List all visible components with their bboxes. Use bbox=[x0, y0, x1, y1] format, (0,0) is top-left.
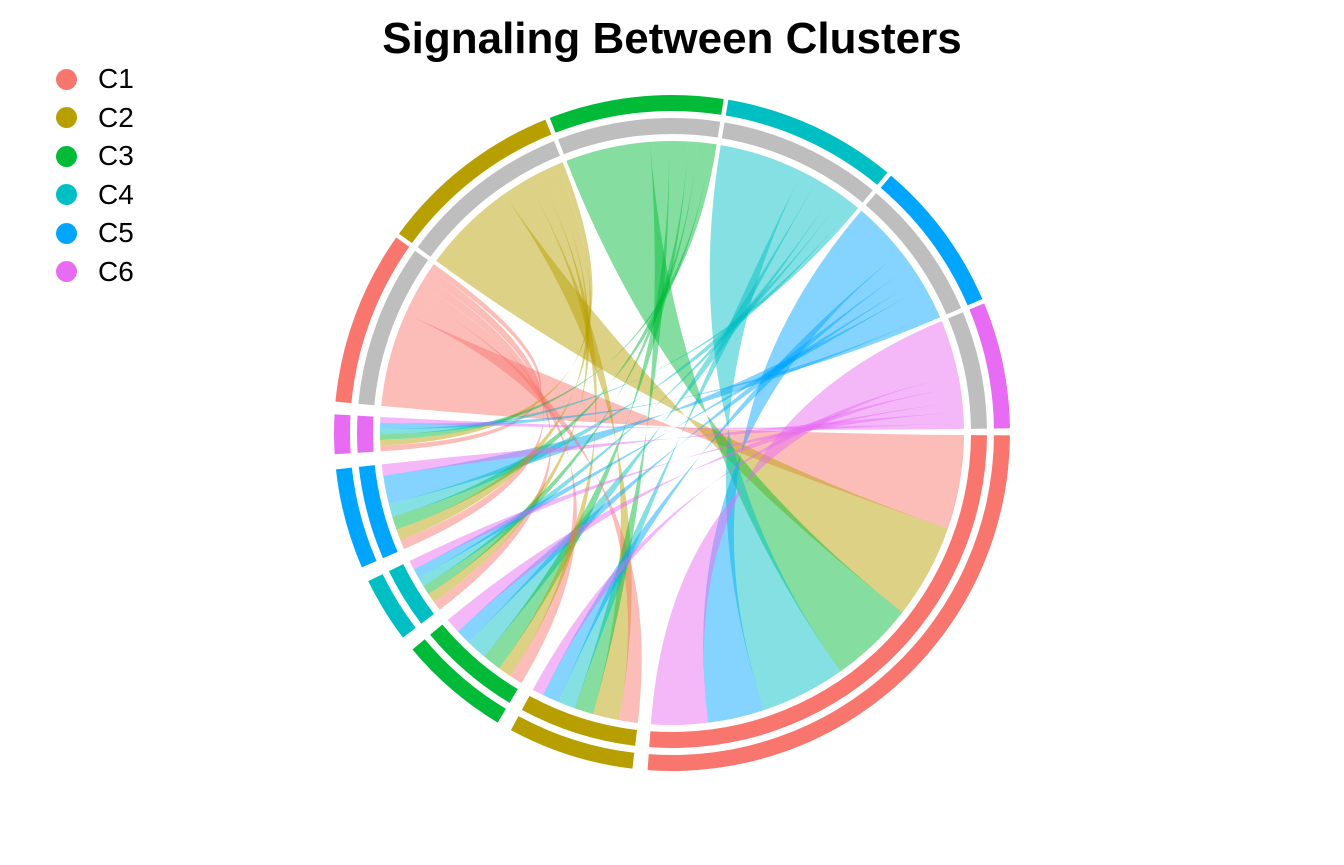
chord-c2-to-c5 bbox=[396, 164, 592, 541]
legend: C1 C2 C3 C4 C5 C6 bbox=[54, 60, 134, 291]
legend-label: C4 bbox=[98, 178, 134, 210]
legend-label: C3 bbox=[98, 140, 134, 172]
chord-c3-to-c1 bbox=[566, 141, 903, 672]
legend-label: C2 bbox=[98, 101, 134, 133]
chord-c5-to-c5 bbox=[383, 286, 938, 504]
receiver-inner-arc-c2 bbox=[521, 695, 638, 746]
legend-swatch bbox=[56, 145, 77, 167]
chord-c1-to-c5 bbox=[400, 268, 545, 550]
legend-item-c3: C3 bbox=[54, 137, 134, 176]
chord-c5-to-c3 bbox=[457, 265, 920, 643]
receiver-inner-arc-c5 bbox=[358, 465, 398, 559]
receiver-inner-arc-c6 bbox=[356, 415, 374, 453]
legend-item-c5: C5 bbox=[54, 214, 134, 253]
legend-item-c2: C2 bbox=[54, 99, 134, 138]
sender-inner-arc-c4 bbox=[721, 122, 873, 203]
sender-inner-arc-c5 bbox=[865, 193, 962, 315]
legend-label: C6 bbox=[98, 255, 134, 287]
legend-item-c1: C1 bbox=[54, 60, 134, 99]
sender-outer-arc-c1 bbox=[335, 237, 410, 404]
legend-label: C1 bbox=[98, 63, 134, 95]
legend-item-c4: C4 bbox=[54, 176, 134, 215]
sender-outer-arc-c5 bbox=[880, 175, 983, 306]
sender-outer-arc-c3 bbox=[549, 94, 724, 133]
legend-swatch bbox=[56, 107, 77, 129]
chord-c3-to-c2 bbox=[574, 141, 670, 715]
legend-swatch bbox=[56, 261, 77, 283]
legend-item-c6: C6 bbox=[54, 253, 134, 292]
chord-c4-to-c3 bbox=[468, 179, 836, 657]
sender-outer-arc-c2 bbox=[398, 119, 552, 244]
sender-inner-arc-c2 bbox=[417, 140, 560, 257]
chord-c2-to-c2 bbox=[503, 179, 632, 721]
chord-c4-to-c1 bbox=[709, 145, 841, 711]
chord-c4-to-c2 bbox=[558, 171, 818, 709]
chord-c5-to-c4 bbox=[413, 278, 925, 578]
receiver-inner-arc-c3 bbox=[430, 624, 518, 703]
sender-outer-arc-c6 bbox=[969, 303, 1010, 429]
receiver-outer-arc-c2 bbox=[510, 716, 635, 769]
receiver-inner-arc-c4 bbox=[388, 564, 435, 624]
legend-label: C5 bbox=[98, 217, 134, 249]
receiver-outer-arc-c6 bbox=[334, 414, 351, 455]
chord-c1-to-c4 bbox=[420, 276, 552, 610]
chord-c2-to-c3 bbox=[499, 173, 597, 677]
legend-swatch bbox=[56, 222, 77, 244]
sender-outer-arc-c4 bbox=[725, 99, 888, 185]
sender-inner-arc-c3 bbox=[558, 118, 721, 155]
chart-title: Signaling Between Clusters bbox=[382, 14, 962, 63]
chord-c1-to-c2 bbox=[405, 296, 642, 723]
chord-c1-to-c1 bbox=[381, 313, 964, 529]
chord-c6-to-c1 bbox=[650, 321, 959, 725]
chord-c5-to-c1 bbox=[703, 210, 901, 723]
receiver-outer-arc-c4 bbox=[368, 574, 416, 638]
chord-c2-to-c6 bbox=[380, 162, 593, 446]
chord-links bbox=[380, 141, 964, 725]
chord-c6-to-c5 bbox=[381, 411, 964, 476]
receiver-outer-arc-c5 bbox=[335, 467, 377, 568]
sender-inner-arc-c1 bbox=[358, 250, 429, 406]
receiver-outer-arc-c3 bbox=[412, 639, 506, 723]
legend-swatch bbox=[56, 184, 77, 206]
chord-ring bbox=[334, 94, 1010, 771]
legend-swatch bbox=[56, 68, 77, 90]
chord-c2-to-c1 bbox=[436, 194, 948, 613]
chord-c6-to-c6 bbox=[380, 416, 964, 430]
sender-inner-arc-c6 bbox=[948, 312, 987, 429]
